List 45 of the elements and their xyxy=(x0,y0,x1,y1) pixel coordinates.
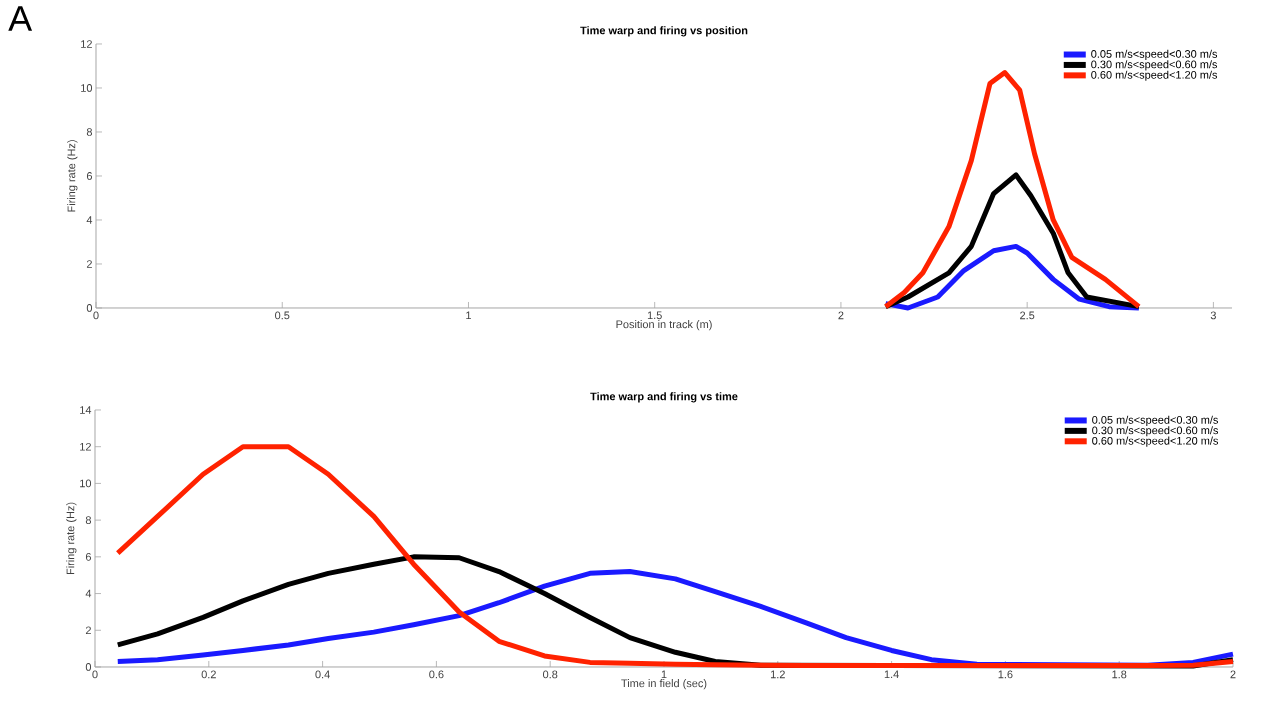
x-tick-label: 2 xyxy=(838,311,844,320)
y-tick-label: 4 xyxy=(85,589,92,598)
x-tick-label: 1.8 xyxy=(1112,670,1127,679)
y-tick-label: 4 xyxy=(86,216,93,224)
x-tick-label: 1.4 xyxy=(884,670,899,679)
x-tick-label: 1 xyxy=(661,670,667,679)
chart-title: Time warp and firing vs position xyxy=(580,26,748,37)
x-tick-label: 0 xyxy=(93,311,99,320)
chart-title: Time warp and firing vs time xyxy=(590,392,738,403)
x-tick-label: 0.8 xyxy=(543,670,558,679)
y-axis-title: Firing rate (Hz) xyxy=(67,140,78,212)
y-axis-title: Firing rate (Hz) xyxy=(66,502,77,575)
y-tick-label: 2 xyxy=(86,260,92,268)
x-tick-label: 1 xyxy=(466,311,471,320)
y-tick-label: 14 xyxy=(80,406,92,414)
text: A xyxy=(8,6,33,31)
y-tick-label: 10 xyxy=(81,84,93,92)
x-tick-label: 0.2 xyxy=(201,670,216,679)
y-tick-label: 0 xyxy=(85,663,92,671)
y-tick-label: 8 xyxy=(86,128,92,136)
legend-label: 0.30 m/s<speed<0.60 m/s xyxy=(1091,60,1218,71)
y-tick-label: 6 xyxy=(86,172,92,180)
y-tick-label: 2 xyxy=(85,626,91,635)
legend-label: 0.05 m/s<speed<0.30 m/s xyxy=(1091,49,1218,61)
x-tick-label: 1.2 xyxy=(771,670,785,679)
x-tick-label: 0.5 xyxy=(275,311,290,320)
x-axis-title: Position in track (m) xyxy=(616,320,712,331)
x-tick-label: 2 xyxy=(1230,670,1236,679)
y-tick-label: 0 xyxy=(86,304,93,312)
legend-label: 0.60 m/s<speed<1.20 m/s xyxy=(1092,436,1219,447)
x-tick-label: 0.4 xyxy=(315,670,330,679)
x-tick-label: 2.5 xyxy=(1020,311,1035,320)
x-tick-label: 1.5 xyxy=(647,311,662,320)
x-tick-label: 3 xyxy=(1210,311,1216,320)
legend-label: 0.05 m/s<speed<0.30 m/s xyxy=(1092,415,1219,426)
x-axis-title: Time in field (sec) xyxy=(621,679,707,690)
y-tick-label: 12 xyxy=(81,40,92,48)
x-tick-label: 1.6 xyxy=(998,670,1013,679)
x-tick-label: 0.6 xyxy=(429,670,444,679)
y-tick-label: 10 xyxy=(80,479,92,488)
legend-label: 0.30 m/s<speed<0.60 m/s xyxy=(1092,426,1219,437)
y-tick-label: 12 xyxy=(80,442,91,451)
y-tick-label: 8 xyxy=(85,516,91,525)
y-tick-label: 6 xyxy=(85,552,91,561)
legend-label: 0.60 m/s<speed<1.20 m/s xyxy=(1091,70,1218,81)
